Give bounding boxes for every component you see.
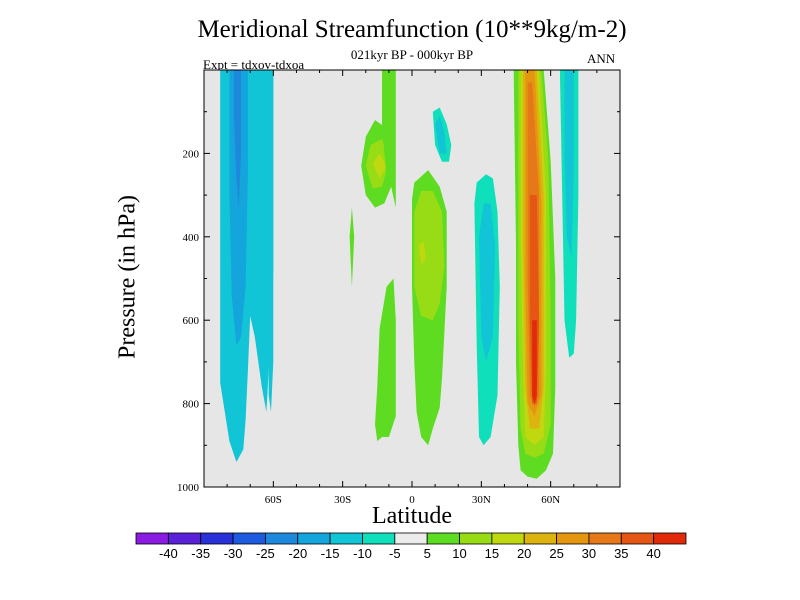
contour-fields [220, 70, 579, 479]
colorbar-label: -20 [288, 546, 307, 561]
contour-region-16 [479, 203, 496, 362]
colorbar-box [620, 532, 655, 545]
contour-region-1 [229, 70, 248, 346]
colorbar-label: -35 [191, 546, 210, 561]
contour-region-2 [234, 70, 241, 208]
colorbar-label: 15 [485, 546, 499, 561]
colorbar-box [232, 532, 266, 545]
colorbar-box [297, 532, 331, 545]
plot-frame [203, 69, 621, 488]
contour-region-11 [414, 190, 445, 321]
x-tick-label: 60S [265, 494, 282, 506]
contour-region-26 [564, 70, 574, 258]
contour-region-9 [375, 278, 396, 442]
contour-region-14 [435, 115, 447, 154]
colorbar-label: 10 [452, 546, 466, 561]
colorbar-label: 40 [646, 546, 660, 561]
chart-subtitle: 021kyr BP - 000kyr BP [350, 47, 474, 62]
contour-region-3 [268, 70, 274, 412]
colorbar-box [265, 532, 299, 545]
y-tick-label: 800 [183, 399, 200, 411]
colorbar-box [523, 532, 557, 545]
x-tick-label: 30N [472, 494, 491, 506]
colorbar-label: -5 [389, 546, 401, 561]
colorbar-label: 5 [424, 546, 431, 561]
colorbar-box [491, 532, 525, 545]
y-tick-label: 200 [183, 148, 200, 160]
x-axis-label: Latitude [372, 503, 452, 529]
season-label: ANN [587, 51, 616, 66]
contour-region-8 [349, 207, 355, 287]
y-tick-label: 1000 [177, 482, 200, 494]
experiment-label: Expt = tdxov-tdxoa [203, 57, 305, 72]
colorbar-box [588, 532, 622, 545]
colorbar-box [362, 532, 396, 545]
colorbar-box [167, 532, 202, 545]
colorbar-box [653, 532, 687, 545]
contour-region-24 [532, 320, 537, 404]
colorbar-box [459, 532, 493, 545]
colorbar-box [200, 532, 234, 545]
x-tick-label: 0 [409, 494, 415, 506]
contour-region-6 [372, 153, 387, 179]
colorbar-label: 30 [582, 546, 596, 561]
colorbar-box [135, 532, 169, 545]
colorbar: -40 -35 -30 -25 -20 -15 -10 -5 5 10 15 20 25 30 35 40 [135, 532, 687, 561]
colorbar-label: 20 [517, 546, 531, 561]
colorbar-label: -40 [159, 546, 178, 561]
colorbar-label: -30 [224, 546, 243, 561]
colorbar-label: 35 [614, 546, 628, 561]
colorbar-label: -25 [256, 546, 275, 561]
colorbar-label: 25 [549, 546, 563, 561]
x-tick-label: 30S [334, 494, 351, 506]
x-tick-label: 60N [541, 494, 560, 506]
contour-region-12 [418, 241, 426, 266]
colorbar-box [329, 532, 363, 545]
contour-region-7 [382, 70, 396, 208]
colorbar-label: -15 [321, 546, 340, 561]
colorbar-box [394, 532, 428, 545]
colorbar-box [556, 532, 590, 545]
colorbar-box [426, 532, 460, 545]
axis-ticks: 60S 30S 0 30N 60N 200 400 600 800 1000 [177, 70, 620, 506]
colorbar-label: -10 [353, 546, 372, 561]
y-tick-label: 600 [183, 315, 200, 327]
chart-title: Meridional Streamfunction (10**9kg/m-2) [197, 16, 627, 43]
y-tick-label: 400 [183, 232, 200, 244]
